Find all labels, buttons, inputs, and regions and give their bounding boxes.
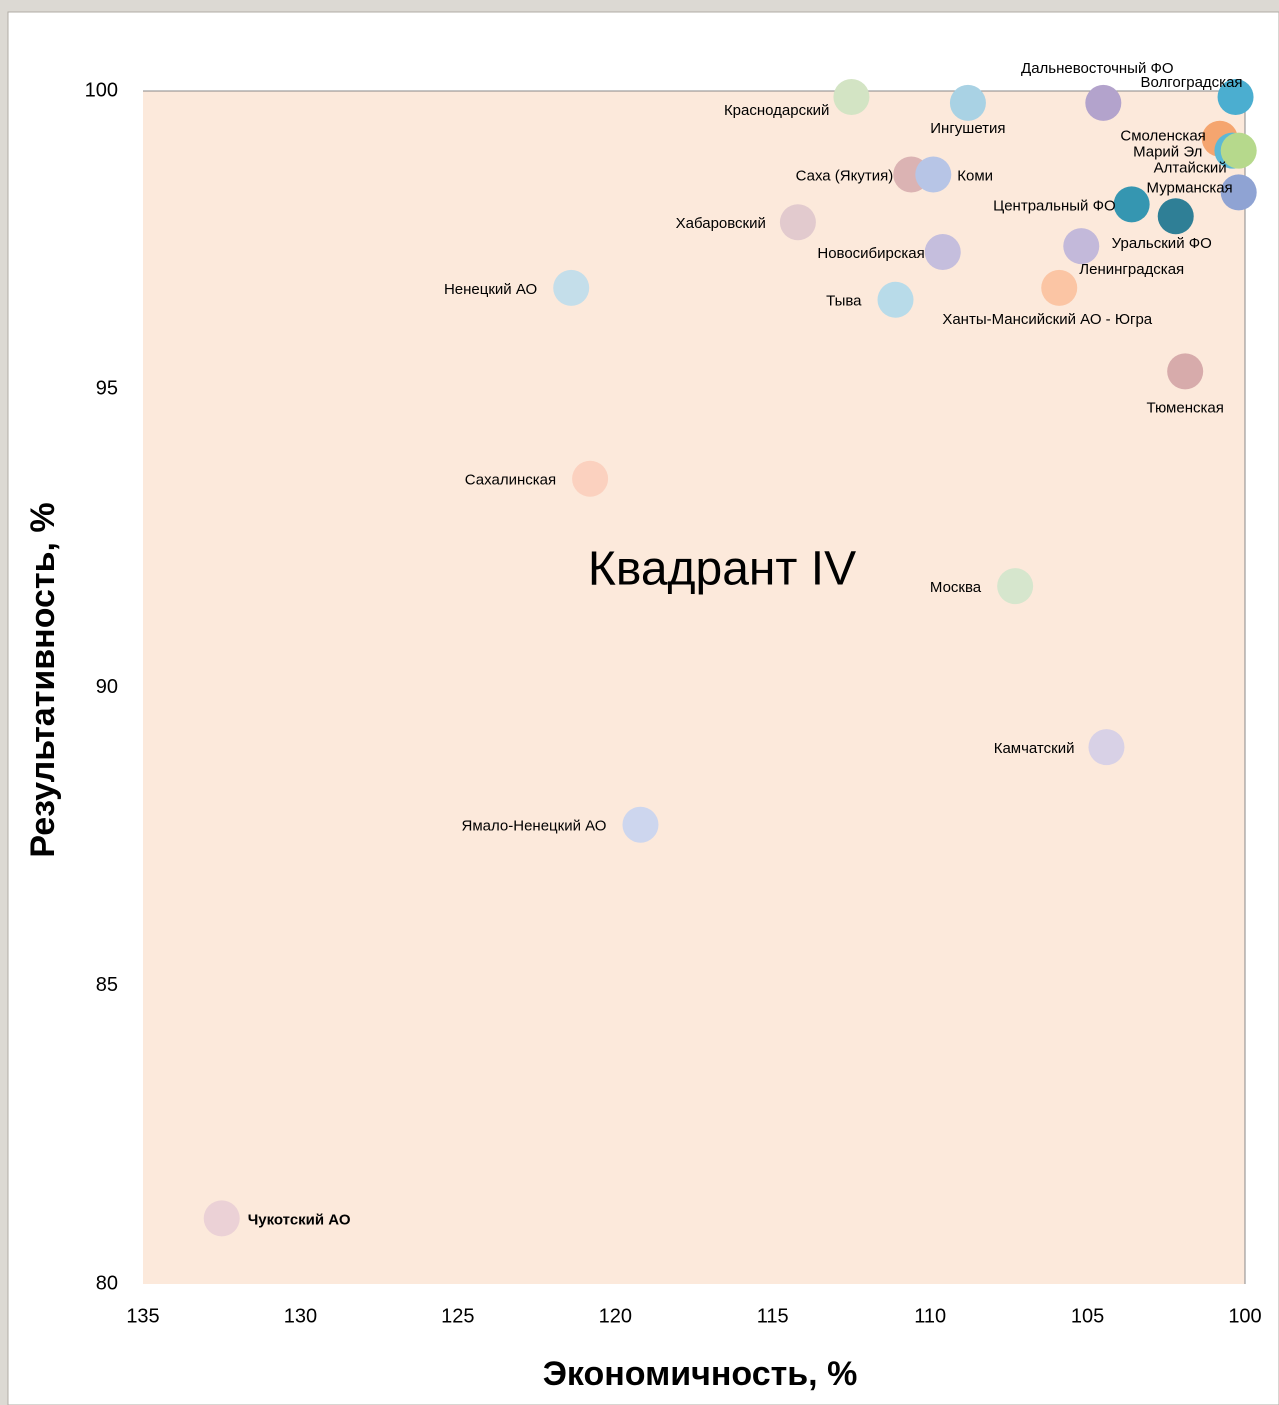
point	[1157, 198, 1194, 235]
point-label: Тюменская	[1146, 399, 1223, 416]
y-tick-label: 85	[96, 974, 118, 996]
point-label: Алтайский	[1154, 160, 1227, 177]
point	[1220, 132, 1257, 169]
point	[203, 1200, 240, 1237]
x-tick-label: 100	[1228, 1305, 1261, 1327]
point-label: Мурманская	[1147, 179, 1233, 196]
point-label: Чукотский АО	[248, 1211, 351, 1228]
point	[779, 204, 816, 241]
point	[1088, 729, 1125, 766]
point-label: Ленинградская	[1079, 261, 1184, 278]
point	[622, 806, 659, 843]
point-label: Смоленская	[1120, 128, 1205, 145]
point-label: Уральский ФО	[1112, 235, 1212, 252]
x-axis-title: Экономичность, %	[543, 1355, 858, 1393]
point-label: Краснодарский	[724, 102, 829, 119]
y-tick-label: 80	[96, 1272, 118, 1294]
point-label: Камчатский	[994, 740, 1075, 757]
point-label: Центральный ФО	[993, 197, 1116, 214]
point	[877, 281, 914, 318]
point	[1220, 174, 1257, 211]
x-tick-label: 105	[1071, 1305, 1104, 1327]
point	[1167, 353, 1204, 390]
point-label: Дальневосточный ФО	[1021, 60, 1174, 77]
point	[1041, 269, 1078, 306]
y-axis-title: Результативность, %	[24, 502, 62, 857]
point-label: Москва	[930, 579, 982, 596]
y-tick-label: 90	[96, 676, 118, 698]
x-tick-label: 135	[126, 1305, 159, 1327]
point	[1063, 228, 1100, 265]
y-tick-label: 95	[96, 378, 118, 400]
point-label: Ингушетия	[930, 120, 1005, 137]
point	[553, 269, 590, 306]
x-tick-label: 125	[441, 1305, 474, 1327]
point	[997, 568, 1034, 605]
point-label: Ямало-Ненецкий АО	[462, 818, 607, 835]
point-label: Новосибирская	[817, 245, 924, 262]
point-label: Саха (Якутия)	[796, 167, 894, 184]
point	[949, 84, 986, 121]
point	[1217, 78, 1254, 115]
point-label: Волгоградская	[1141, 74, 1243, 91]
point-label: Марий Эл	[1133, 144, 1202, 161]
point	[915, 156, 952, 193]
x-tick-label: 115	[757, 1305, 789, 1327]
x-tick-label: 130	[284, 1305, 317, 1327]
point-label: Коми	[957, 167, 993, 184]
point-label: Ханты-Мансийский АО - Югра	[942, 311, 1152, 328]
y-tick-label: 100	[85, 79, 118, 101]
point	[924, 234, 961, 271]
point	[833, 78, 870, 115]
point-label: Сахалинская	[465, 472, 556, 489]
point	[1085, 84, 1122, 121]
annotation: Квадрант IV	[588, 543, 856, 596]
point-label: Хабаровский	[676, 215, 766, 232]
point-label: Ненецкий АО	[444, 281, 537, 298]
point-label: Тыва	[826, 293, 862, 310]
point	[572, 460, 609, 497]
x-tick-label: 110	[914, 1305, 946, 1327]
point	[1113, 186, 1150, 223]
x-tick-label: 120	[599, 1305, 632, 1327]
